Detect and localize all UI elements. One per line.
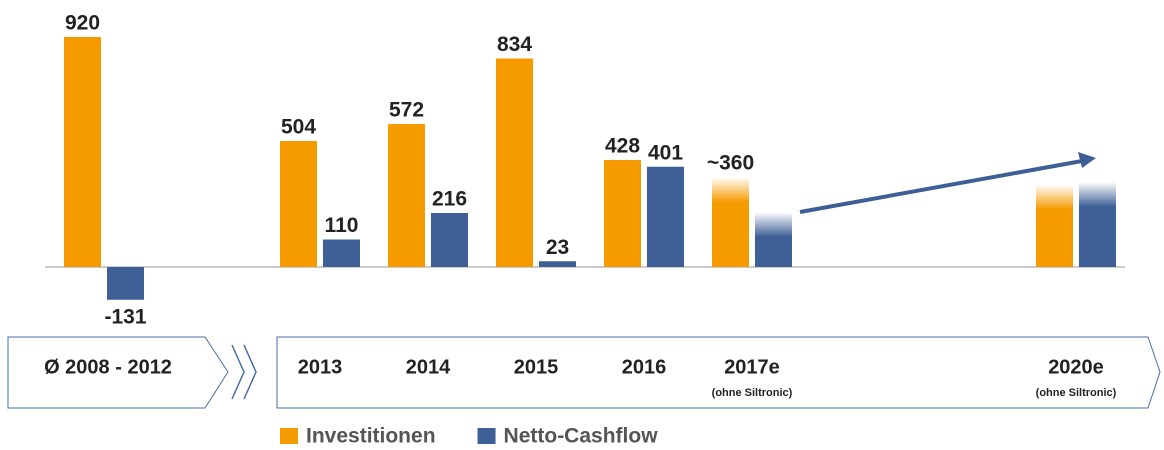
period-box	[7, 336, 229, 409]
value-label: 401	[648, 141, 683, 164]
category-label: 2020e	[1048, 356, 1104, 378]
bar-fade	[712, 177, 749, 202]
bar	[496, 58, 533, 267]
category-label: 2016	[622, 356, 667, 378]
category-label: 2014	[406, 356, 451, 378]
chevron	[231, 344, 245, 400]
category-label: Ø 2008 - 2012	[44, 356, 172, 378]
trend-arrow-head	[1078, 152, 1096, 168]
value-label: 834	[497, 33, 532, 56]
bar-fade	[755, 212, 792, 237]
bar	[431, 213, 468, 267]
value-label: 428	[605, 135, 640, 158]
value-label: -131	[104, 305, 146, 328]
bar	[64, 37, 101, 267]
bar	[323, 239, 360, 267]
value-label: ~360	[707, 152, 754, 175]
bar	[280, 141, 317, 267]
bar	[107, 267, 144, 300]
value-label: 216	[432, 188, 467, 211]
legend: Investitionen Netto-Cashflow	[280, 425, 658, 448]
value-label: 110	[325, 214, 359, 237]
bar	[647, 166, 684, 267]
years-box	[276, 336, 1161, 409]
value-label: 572	[389, 99, 424, 122]
value-label: 23	[546, 236, 569, 259]
legend-swatch	[280, 428, 298, 444]
category-label: 2015	[514, 356, 559, 378]
legend-swatch	[477, 428, 496, 444]
bar-fade	[1036, 184, 1073, 210]
bar	[388, 124, 425, 267]
legend-label: Netto-Cashflow	[504, 425, 659, 448]
category-note: (ohne Siltronic)	[712, 387, 793, 399]
bar-fade	[1079, 182, 1116, 207]
category-note: (ohne Siltronic)	[1036, 387, 1117, 399]
chevron	[243, 344, 257, 400]
value-label: 920	[65, 12, 100, 35]
category-label: 2017e	[724, 356, 780, 378]
legend-label: Investitionen	[306, 425, 436, 448]
bar	[604, 160, 641, 267]
bar	[539, 261, 576, 267]
category-label: 2013	[298, 356, 343, 378]
trend-arrow	[799, 159, 1083, 214]
value-label: 504	[281, 116, 316, 139]
